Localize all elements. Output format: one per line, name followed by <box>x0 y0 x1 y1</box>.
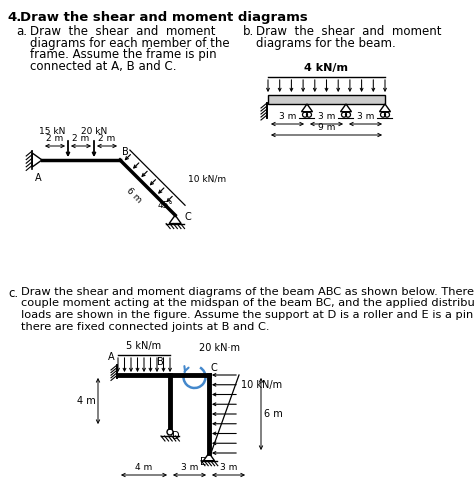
Text: connected at A, B and C.: connected at A, B and C. <box>30 59 176 72</box>
Text: A: A <box>35 173 41 183</box>
Text: 4.: 4. <box>7 11 21 24</box>
Text: C: C <box>211 363 218 373</box>
Text: 20 kN: 20 kN <box>81 127 107 136</box>
Text: B: B <box>122 147 129 157</box>
Text: Draw the shear and moment diagrams: Draw the shear and moment diagrams <box>20 11 308 24</box>
Text: 3 m: 3 m <box>220 463 237 472</box>
Text: frame. Assume the frame is pin: frame. Assume the frame is pin <box>30 48 217 61</box>
Text: 10 kN/m: 10 kN/m <box>188 174 226 183</box>
Text: 3 m: 3 m <box>318 112 335 121</box>
Text: diagrams for the beam.: diagrams for the beam. <box>256 37 396 49</box>
Bar <box>268 95 385 104</box>
Text: Draw the shear and moment diagrams of the beam ABC as shown below. There is a: Draw the shear and moment diagrams of th… <box>21 287 474 297</box>
Text: 10 kN/m: 10 kN/m <box>241 380 282 390</box>
Text: D: D <box>172 431 180 441</box>
Text: diagrams for each member of the: diagrams for each member of the <box>30 37 229 49</box>
Text: 6 m: 6 m <box>124 186 143 205</box>
Text: b.: b. <box>243 25 254 38</box>
Text: B: B <box>157 357 164 367</box>
Text: 3 m: 3 m <box>181 463 198 472</box>
Text: 2 m: 2 m <box>99 134 116 143</box>
Text: Draw  the  shear  and  moment: Draw the shear and moment <box>30 25 216 38</box>
Text: 45°: 45° <box>157 201 173 210</box>
Text: 9 m: 9 m <box>318 123 335 132</box>
Text: 20 kN·m: 20 kN·m <box>200 343 240 353</box>
Text: 4 m: 4 m <box>136 463 153 472</box>
Text: 5 kN/m: 5 kN/m <box>127 341 162 351</box>
Text: a.: a. <box>16 25 27 38</box>
Text: loads are shown in the figure. Assume the support at D is a roller and E is a pi: loads are shown in the figure. Assume th… <box>21 310 474 320</box>
Text: 3 m: 3 m <box>357 112 374 121</box>
Text: 3 m: 3 m <box>279 112 296 121</box>
Text: 4 kN/m: 4 kN/m <box>304 63 348 73</box>
Text: A: A <box>109 352 115 362</box>
Text: C: C <box>184 212 191 222</box>
Text: 15 kN: 15 kN <box>38 127 65 136</box>
Text: Draw  the  shear  and  moment: Draw the shear and moment <box>256 25 441 38</box>
Text: c.: c. <box>8 287 18 300</box>
Text: 4 m: 4 m <box>77 396 96 406</box>
Text: 2 m: 2 m <box>46 134 64 143</box>
Text: 2 m: 2 m <box>73 134 90 143</box>
Text: there are fixed connected joints at B and C.: there are fixed connected joints at B an… <box>21 321 270 331</box>
Text: 6 m: 6 m <box>264 409 283 419</box>
Text: couple moment acting at the midspan of the beam BC, and the applied distributed: couple moment acting at the midspan of t… <box>21 298 474 308</box>
Text: E: E <box>200 457 206 467</box>
